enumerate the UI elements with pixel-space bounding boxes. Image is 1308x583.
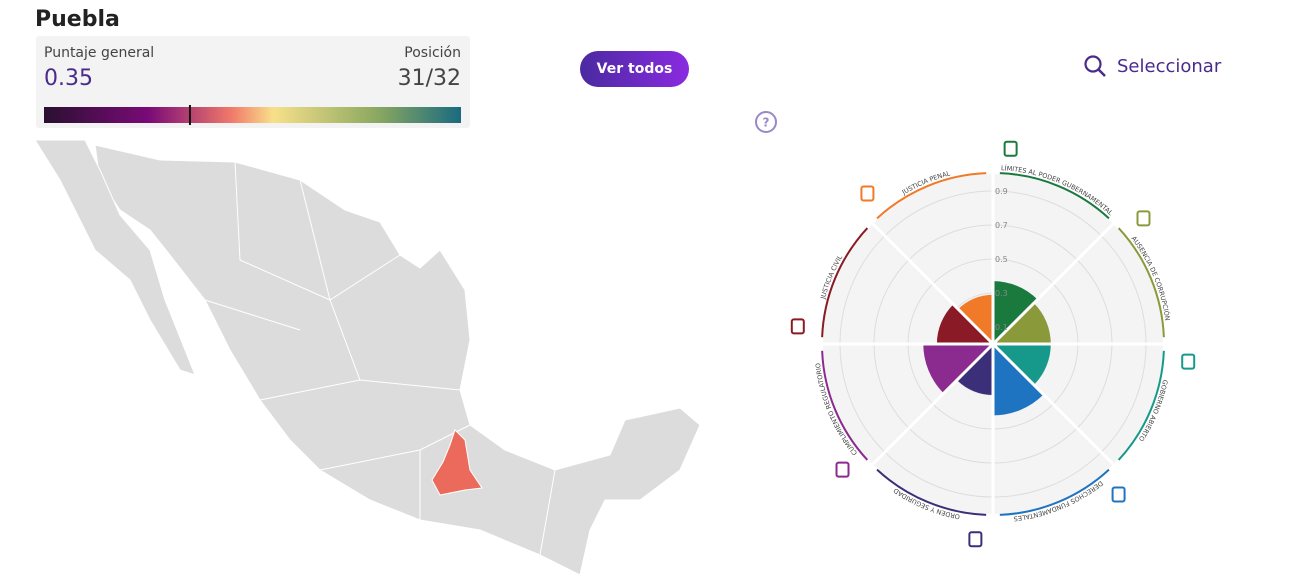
wedge xyxy=(993,303,1051,344)
category-arc xyxy=(821,227,869,338)
category-arc xyxy=(999,172,1110,220)
r-tick-label: 0.9 xyxy=(995,187,1008,196)
category-icon xyxy=(790,318,805,335)
select-label[interactable]: Seleccionar xyxy=(1117,56,1222,77)
wedge xyxy=(958,294,993,344)
category-arc xyxy=(821,350,869,461)
wedge xyxy=(923,344,993,394)
map xyxy=(34,139,701,576)
search-icon[interactable] xyxy=(1084,55,1102,73)
spoke xyxy=(991,221,1116,346)
category-arc xyxy=(876,468,987,516)
category-icon xyxy=(968,531,983,548)
score-scale xyxy=(44,107,461,123)
wedge xyxy=(993,344,1044,416)
category-icon xyxy=(1003,140,1018,157)
score-panel xyxy=(36,36,470,128)
map-region xyxy=(34,139,196,376)
search-icon-handle[interactable] xyxy=(1097,68,1106,77)
position-value: 31/32 xyxy=(398,66,461,91)
spoke xyxy=(870,342,995,467)
category-icon xyxy=(860,185,875,202)
r-tick-label: 0.5 xyxy=(995,255,1008,264)
view-all-label[interactable]: Ver todos xyxy=(597,61,673,77)
category-arc xyxy=(876,172,987,220)
view-all-button[interactable] xyxy=(580,51,689,87)
wedge xyxy=(936,304,993,344)
wedge xyxy=(956,344,993,395)
category-icon xyxy=(1111,486,1126,503)
wedge xyxy=(993,281,1038,344)
category-arc xyxy=(1117,350,1165,461)
spoke xyxy=(870,221,995,346)
score-value: 0.35 xyxy=(44,66,93,91)
wedge xyxy=(993,344,1051,385)
r-tick-label: 0.7 xyxy=(995,221,1008,230)
map-region xyxy=(94,144,701,576)
map-borders xyxy=(204,161,556,556)
r-tick-label: 0.3 xyxy=(995,289,1008,298)
category-icon xyxy=(1136,210,1151,227)
category-icon xyxy=(1181,353,1196,370)
state-title: Puebla xyxy=(35,7,120,32)
help-label[interactable]: ? xyxy=(763,116,770,130)
r-tick-label: 0.1 xyxy=(995,323,1008,332)
spoke xyxy=(991,342,1116,467)
score-label: Puntaje general xyxy=(44,45,154,61)
select-button[interactable]: Seleccionar xyxy=(1084,55,1222,77)
position-label: Posición xyxy=(404,45,461,61)
highlighted-state xyxy=(431,429,483,496)
category-arc xyxy=(1117,227,1165,338)
category-arc xyxy=(999,468,1110,516)
help-icon[interactable] xyxy=(755,111,777,133)
category-icon xyxy=(835,461,850,478)
